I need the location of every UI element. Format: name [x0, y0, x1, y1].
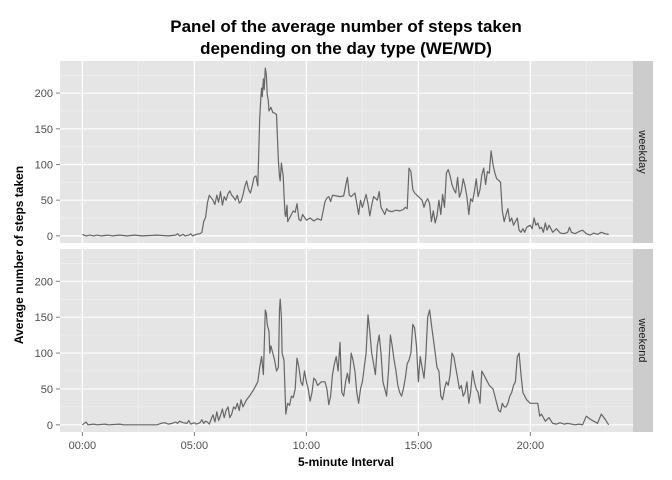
x-axis: 00:00 05:00 10:00 15:00 20:00	[69, 432, 544, 452]
facet-strip	[633, 249, 653, 432]
y-tick-label: 100	[35, 348, 53, 360]
facet-label-weekday: weekday	[636, 129, 648, 174]
x-tick-label: 20:00	[517, 440, 545, 452]
chart-title-line-1: Panel of the average number of steps tak…	[170, 17, 521, 36]
facet-panels: 0 50 100 150 200 weekday 0 50 100 150 200 weekend	[35, 61, 653, 432]
facet-strip	[633, 61, 653, 243]
panel-background	[60, 249, 633, 432]
x-tick-label: 10:00	[293, 440, 321, 452]
x-axis-title: 5-minute Interval	[298, 455, 394, 469]
chart-title-line-2: depending on the day type (WE/WD)	[200, 39, 492, 58]
y-tick-label: 50	[41, 384, 53, 396]
x-tick-label: 00:00	[69, 440, 97, 452]
y-tick-label: 0	[47, 231, 53, 243]
y-axis-title: Average number of steps taken	[12, 166, 26, 344]
y-tick-label: 200	[35, 88, 53, 100]
x-tick-label: 05:00	[181, 440, 209, 452]
y-tick-label: 150	[35, 124, 53, 136]
y-tick-label: 150	[35, 312, 53, 324]
y-tick-label: 200	[35, 276, 53, 288]
series-line-weekday	[82, 67, 609, 237]
y-tick-label: 0	[47, 420, 53, 432]
y-tick-label: 100	[35, 159, 53, 171]
series-line-weekend	[82, 298, 610, 426]
y-tick-label: 50	[41, 195, 53, 207]
panel-weekend: 0 50 100 150 200 weekend	[35, 249, 653, 432]
panel-weekday: 0 50 100 150 200 weekday	[35, 61, 653, 243]
facet-label-weekend: weekend	[636, 317, 648, 362]
x-tick-label: 15:00	[405, 440, 433, 452]
panel-background	[60, 61, 633, 243]
